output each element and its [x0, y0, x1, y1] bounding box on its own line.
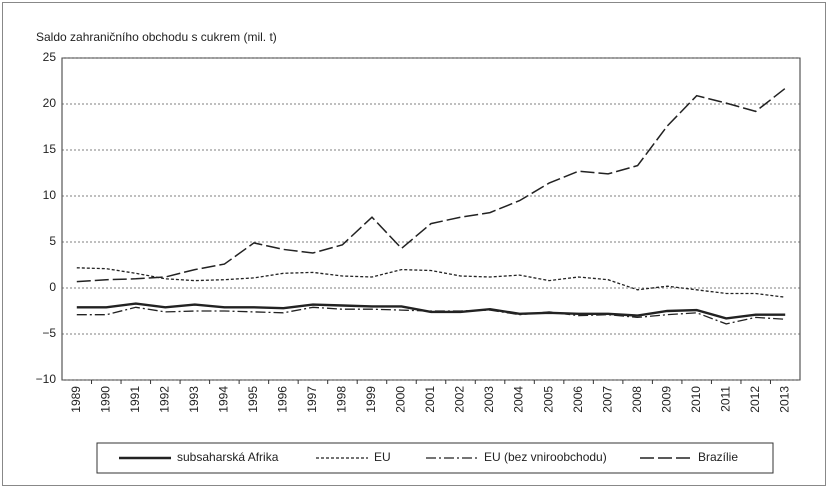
series-line — [76, 87, 786, 283]
y-tick-label: −10 — [36, 372, 57, 386]
x-tick-label: 2000 — [394, 386, 408, 413]
legend-label: EU (bez vniroobchodu) — [484, 450, 607, 464]
x-tick-label: 2013 — [777, 386, 791, 413]
x-tick-label: 1990 — [98, 386, 112, 413]
chart-title: Saldo zahraničního obchodu s cukrem (mil… — [36, 30, 277, 44]
legend-box — [96, 442, 774, 474]
x-tick-label: 2009 — [659, 386, 673, 413]
x-tick-label: 1996 — [276, 386, 290, 413]
y-tick-label: 20 — [43, 96, 57, 110]
legend-label: EU — [374, 450, 391, 464]
x-tick-label: 1991 — [128, 386, 142, 413]
y-tick-label: 25 — [43, 50, 57, 64]
y-tick-label: 5 — [49, 234, 56, 248]
x-tick-label: 1993 — [187, 386, 201, 413]
x-tick-label: 2007 — [600, 386, 614, 413]
x-tick-label: 2010 — [689, 386, 703, 413]
plot-frame — [61, 57, 801, 381]
x-tick-label: 2005 — [541, 386, 555, 413]
x-tick-label: 1999 — [364, 386, 378, 413]
x-tick-label: 2004 — [512, 386, 526, 413]
series-line — [76, 302, 786, 320]
x-tick-label: 2012 — [748, 386, 762, 413]
legend-label: Brazílie — [698, 450, 738, 464]
x-tick-label: 2011 — [718, 386, 732, 412]
series-line — [76, 267, 786, 298]
x-tick-label: 1992 — [157, 386, 171, 413]
series-line — [76, 306, 786, 325]
x-tick-label: 1997 — [305, 386, 319, 413]
x-tick-label: 1989 — [69, 386, 83, 413]
y-tick-label: 10 — [43, 188, 57, 202]
y-tick-label: 0 — [49, 280, 56, 294]
x-tick-label: 2008 — [630, 386, 644, 413]
x-tick-label: 2003 — [482, 386, 496, 413]
x-tick-label: 1995 — [246, 386, 260, 413]
x-tick-label: 2002 — [453, 386, 467, 413]
x-tick-label: 2006 — [571, 386, 585, 413]
legend-label: subsaharská Afrika — [177, 450, 279, 464]
x-tick-label: 2001 — [423, 386, 437, 413]
x-tick-label: 1994 — [217, 386, 231, 413]
y-tick-label: 15 — [43, 142, 57, 156]
x-tick-label: 1998 — [335, 386, 349, 413]
y-tick-label: −5 — [42, 326, 56, 340]
